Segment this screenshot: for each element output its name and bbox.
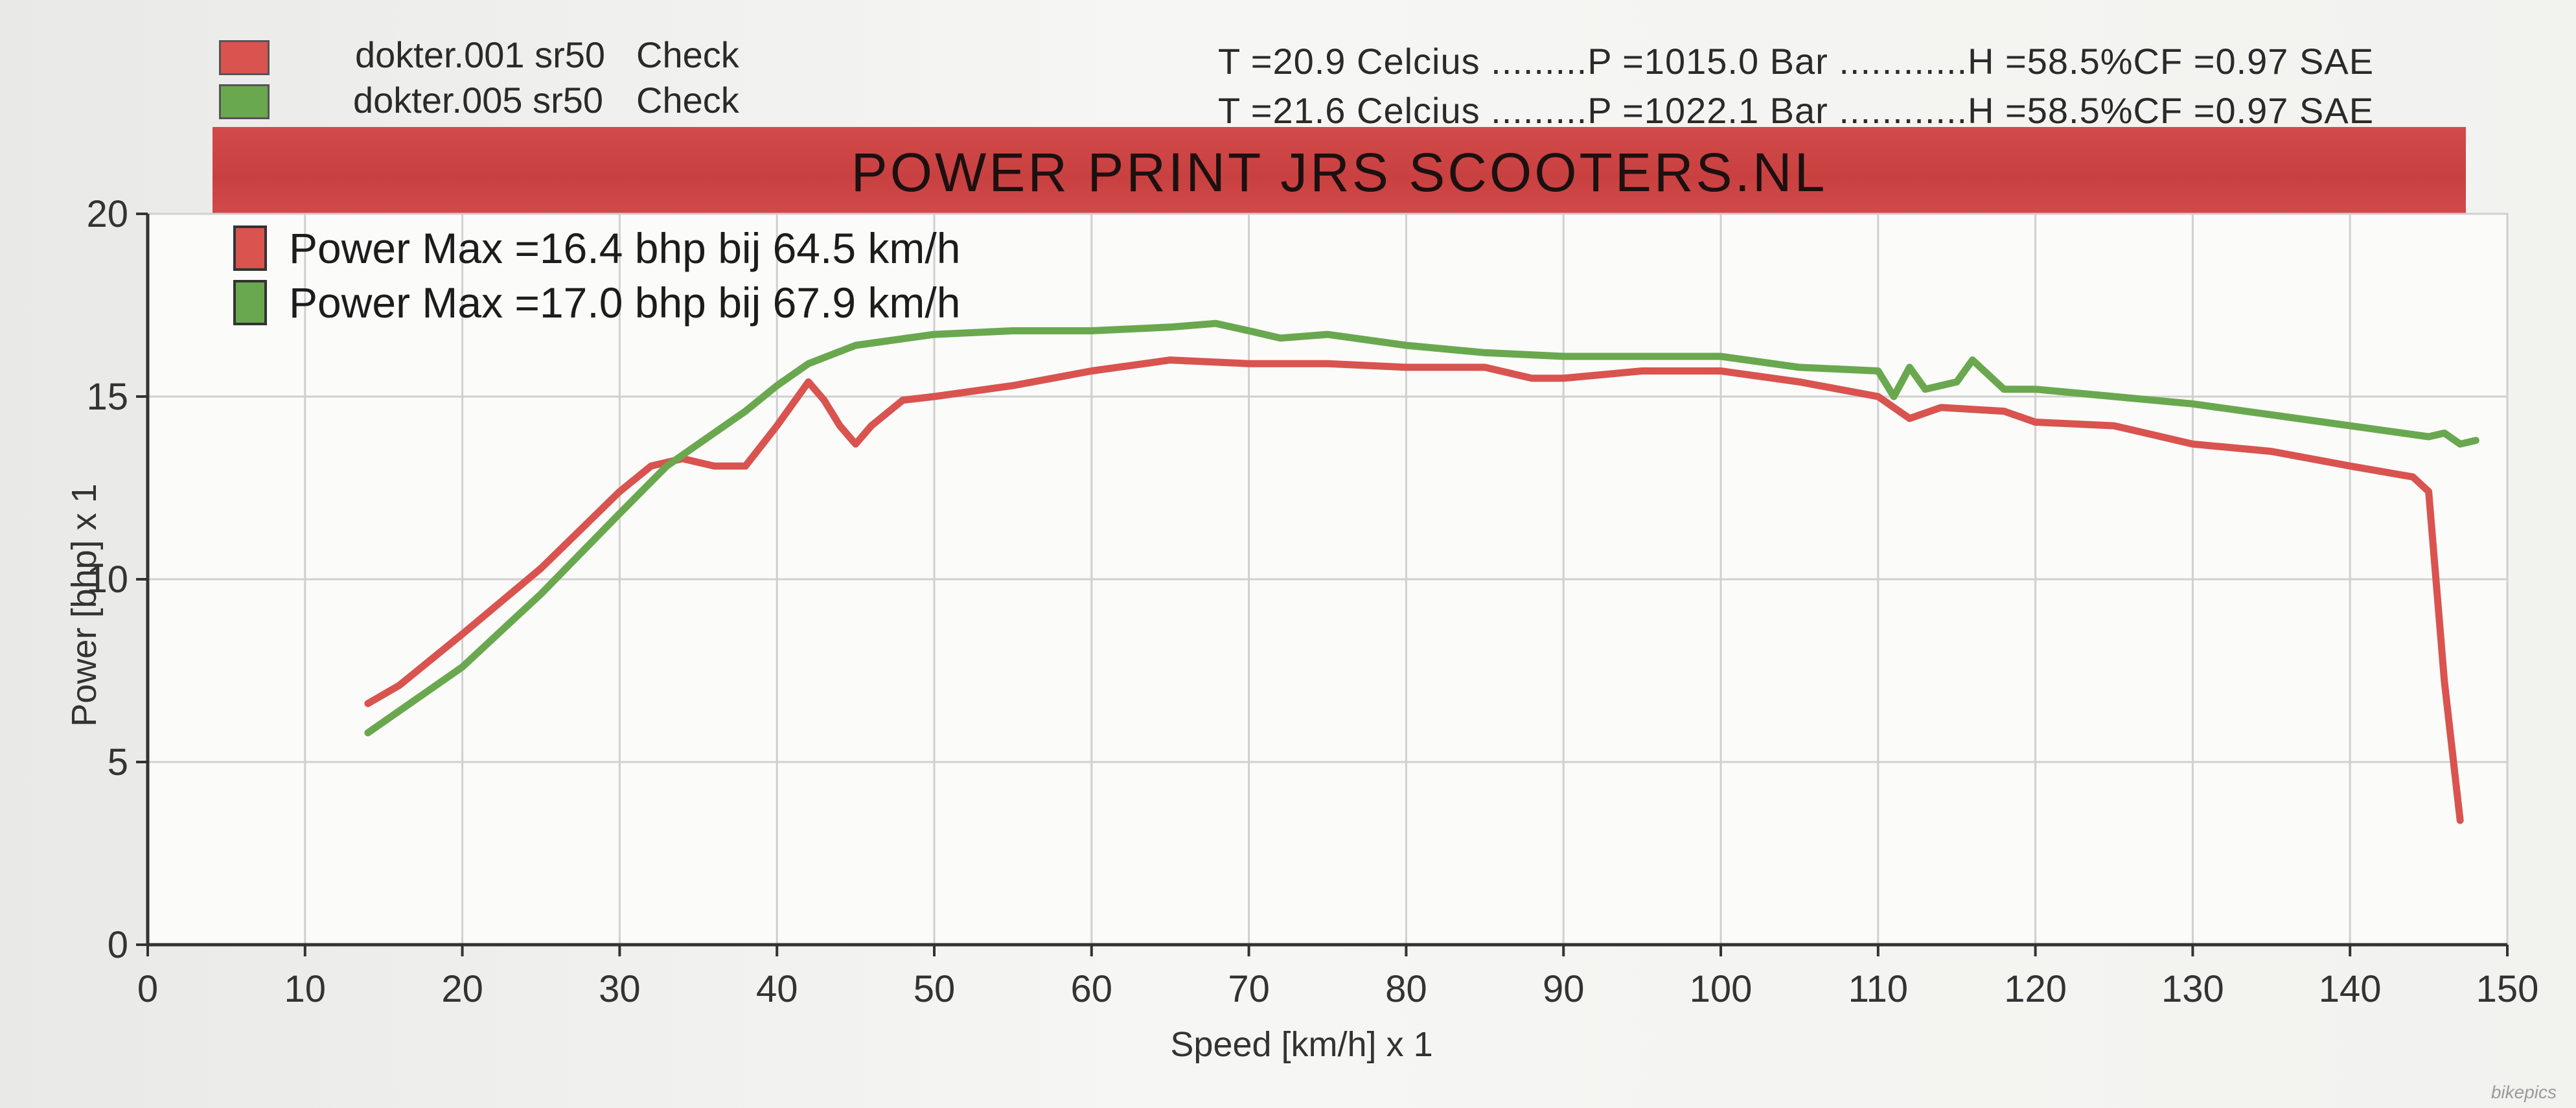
x-tick-label-150: 150 xyxy=(2476,968,2539,1010)
run-2-name: dokter.005 sr50 xyxy=(353,80,604,121)
x-tick-label-90: 90 xyxy=(1543,968,1585,1010)
run-1-name: dokter.001 sr50 xyxy=(355,34,606,75)
x-tick-label-130: 130 xyxy=(2161,968,2224,1010)
y-tick-label-20: 20 xyxy=(86,193,128,235)
watermark-text: bikepics xyxy=(2490,1082,2557,1102)
x-tick-label-100: 100 xyxy=(1690,968,1753,1010)
gridlines xyxy=(148,213,2509,945)
y-tick-label-0: 0 xyxy=(108,924,128,966)
legend-label-1: Power Max =16.4 bhp bij 64.5 km/h xyxy=(289,224,960,272)
title-banner: POWER PRINT JRS SCOOTERS.NL xyxy=(213,127,2466,218)
x-tick-label-140: 140 xyxy=(2319,968,2382,1010)
y-tick-label-5: 5 xyxy=(108,741,128,783)
series-line-2 xyxy=(364,319,2479,737)
legend-swatch-1 xyxy=(233,225,267,271)
x-tick-label-20: 20 xyxy=(441,968,483,1010)
x-tick-label-70: 70 xyxy=(1228,968,1270,1010)
y-tick-label-15: 15 xyxy=(86,376,128,418)
x-tick-label-50: 50 xyxy=(914,968,956,1010)
run-2-color-swatch xyxy=(219,84,270,119)
y-tick-label-10: 10 xyxy=(86,559,128,601)
x-tick-label-60: 60 xyxy=(1071,968,1113,1010)
x-axis-title: Speed [km/h] x 1 xyxy=(1170,1025,1432,1064)
run-1-status: Check xyxy=(636,34,739,75)
x-tick-label-30: 30 xyxy=(599,968,641,1010)
series-line-1 xyxy=(364,356,2464,824)
x-tick-label-0: 0 xyxy=(137,968,158,1010)
run-2-status: Check xyxy=(636,80,739,121)
x-tick-label-120: 120 xyxy=(2004,968,2067,1010)
x-tick-label-80: 80 xyxy=(1385,968,1427,1010)
run-1-color-swatch xyxy=(219,40,270,75)
x-tick-label-110: 110 xyxy=(1848,968,1908,1010)
x-tick-label-10: 10 xyxy=(284,968,327,1010)
y-axis-title: Power [bhp] x 1 xyxy=(65,483,104,726)
run-1-conditions: T =20.9 Celcius .........P =1015.0 Bar .… xyxy=(1218,41,2375,82)
x-tick-label-40: 40 xyxy=(756,968,798,1010)
axes: 0 10 20 30 40 50 60 70 80 90 100 110 120 130 140 150 0 5 1… xyxy=(65,193,2538,1064)
series-layer xyxy=(364,319,2479,824)
banner-title: POWER PRINT JRS SCOOTERS.NL xyxy=(851,141,1828,203)
legend-swatch-2 xyxy=(233,280,267,325)
legend: Power Max =16.4 bhp bij 64.5 km/h Power M… xyxy=(233,224,960,327)
legend-label-2: Power Max =17.0 bhp bij 67.9 km/h xyxy=(289,279,960,327)
run-2-conditions: T =21.6 Celcius .........P =1022.1 Bar .… xyxy=(1218,90,2375,131)
